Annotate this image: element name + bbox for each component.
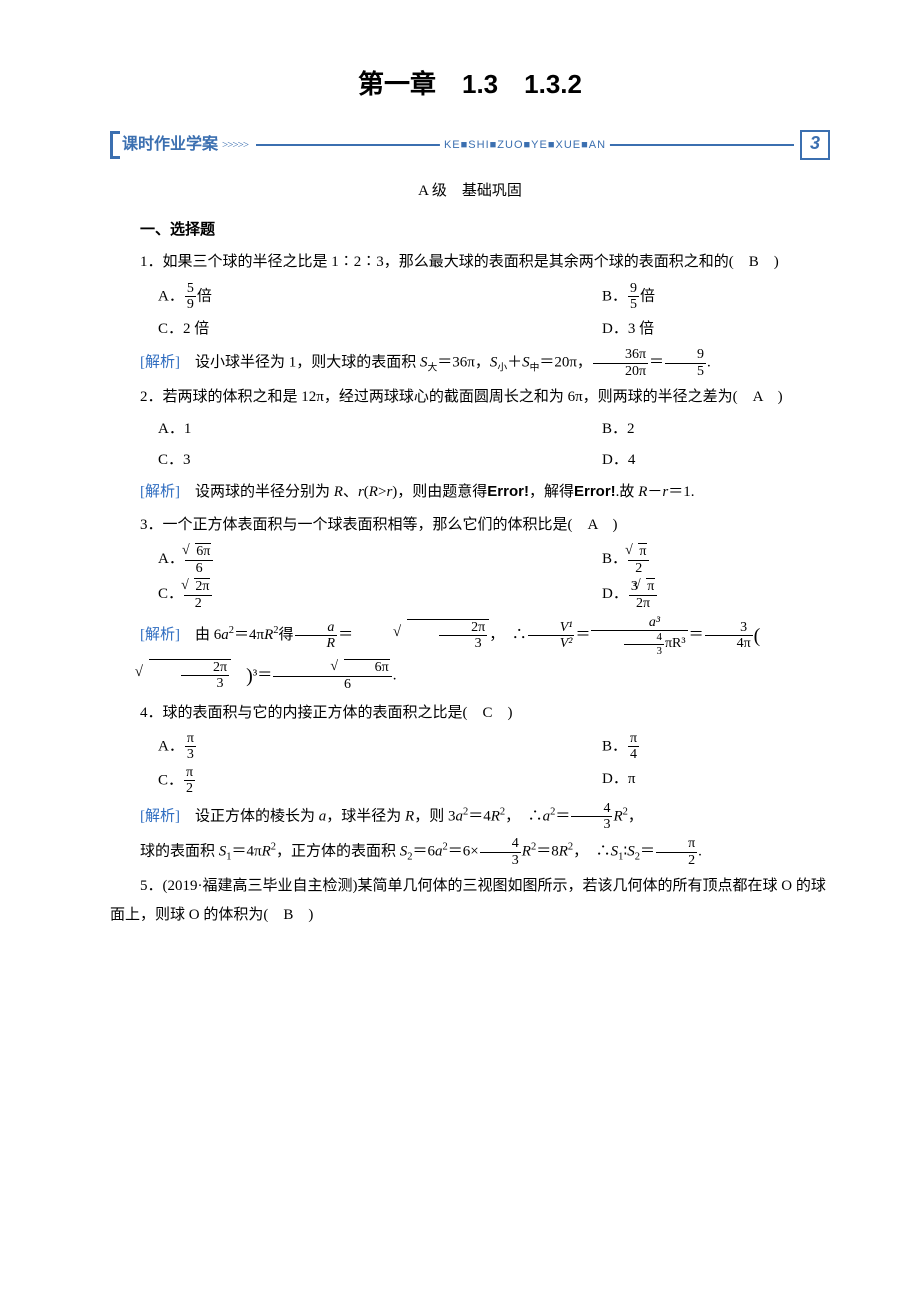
q2-opt-c: C．3	[110, 446, 554, 475]
banner-label: 课时作业学案	[120, 130, 220, 160]
section-heading: 一、选择题	[110, 216, 830, 245]
q3-opt-b: B．π2	[554, 543, 920, 576]
banner: 课时作业学案 >>>>> KE■SHI■ZUO■YE■XUE■AN 3	[110, 131, 830, 159]
q2-options-row1: A．1 B．2	[110, 415, 830, 444]
q1-opt-b: B．95倍	[554, 281, 920, 313]
q4-stem: 4．球的表面积与它的内接正方体的表面积之比是( C )	[110, 699, 830, 728]
q4-opt-a: A．π3	[110, 731, 554, 763]
q3-opt-d: D．3π2π	[554, 578, 920, 611]
analysis-label: [解析]	[140, 627, 180, 643]
q1-options-row1: A．59倍 B．95倍	[110, 281, 830, 313]
banner-number: 3	[800, 130, 830, 160]
q1-opt-d: D．3 倍	[554, 315, 920, 344]
q2-opt-b: B．2	[554, 415, 920, 444]
q4-analysis-line1: [解析] 设正方体的棱长为 a，球半径为 R，则 3a2＝4R2， ∴a2＝43…	[110, 801, 830, 833]
q1-opt-c: C．2 倍	[110, 315, 554, 344]
q4-options-row1: A．π3 B．π4	[110, 731, 830, 763]
q5-stem: 5．(2019·福建高三毕业自主检测)某简单几何体的三视图如图所示，若该几何体的…	[110, 872, 830, 929]
banner-chevrons: >>>>>	[222, 135, 248, 156]
q1-stem: 1．如果三个球的半径之比是 1∶2∶3，那么最大球的表面积是其余两个球的表面积之…	[110, 248, 830, 277]
q1-analysis: [解析] 设小球半径为 1，则大球的表面积 S大＝36π，S小＋S中＝20π，3…	[110, 347, 830, 379]
q4-opt-d: D．π	[554, 765, 920, 797]
chapter-title: 第一章 1.3 1.3.2	[110, 60, 830, 109]
q3-stem: 3．一个正方体表面积与一个球表面积相等，那么它们的体积比是( A )	[110, 511, 830, 540]
q4-opt-c: C．π2	[110, 765, 554, 797]
analysis-label: [解析]	[140, 355, 180, 371]
q4-analysis-line2: 球的表面积 S1＝4πR2，正方体的表面积 S2＝6a2＝6×43R2＝8R2，…	[110, 836, 830, 868]
error-text: Error!	[574, 483, 616, 500]
q2-opt-d: D．4	[554, 446, 920, 475]
analysis-label: [解析]	[140, 808, 180, 824]
level-title: A 级 基础巩固	[110, 177, 830, 206]
q2-opt-a: A．1	[110, 415, 554, 444]
q3-opt-c: C．2π2	[110, 578, 554, 611]
banner-bracket-left	[110, 131, 120, 159]
q2-options-row2: C．3 D．4	[110, 446, 830, 475]
q4-options-row2: C．π2 D．π	[110, 765, 830, 797]
q3-options-row1: A．6π6 B．π2	[110, 543, 830, 576]
q1-options-row2: C．2 倍 D．3 倍	[110, 315, 830, 344]
q4-opt-b: B．π4	[554, 731, 920, 763]
q3-options-row2: C．2π2 D．3π2π	[110, 578, 830, 611]
q3-analysis: [解析] 由 6a2＝4πR2得aR＝ 2π3， ∴V¹V²＝a³43πR³＝3…	[110, 615, 830, 695]
analysis-label: [解析]	[140, 484, 180, 500]
q2-analysis: [解析] 设两球的半径分别为 R、r(R>r)，则由题意得Error!，解得Er…	[110, 478, 830, 507]
q1-opt-a: A．59倍	[110, 281, 554, 313]
banner-line: KE■SHI■ZUO■YE■XUE■AN	[256, 144, 794, 146]
q3-opt-a: A．6π6	[110, 543, 554, 576]
error-text: Error!	[487, 483, 529, 500]
q2-stem: 2．若两球的体积之和是 12π，经过两球球心的截面圆周长之和为 6π，则两球的半…	[110, 383, 830, 412]
banner-pinyin: KE■SHI■ZUO■YE■XUE■AN	[440, 135, 610, 156]
